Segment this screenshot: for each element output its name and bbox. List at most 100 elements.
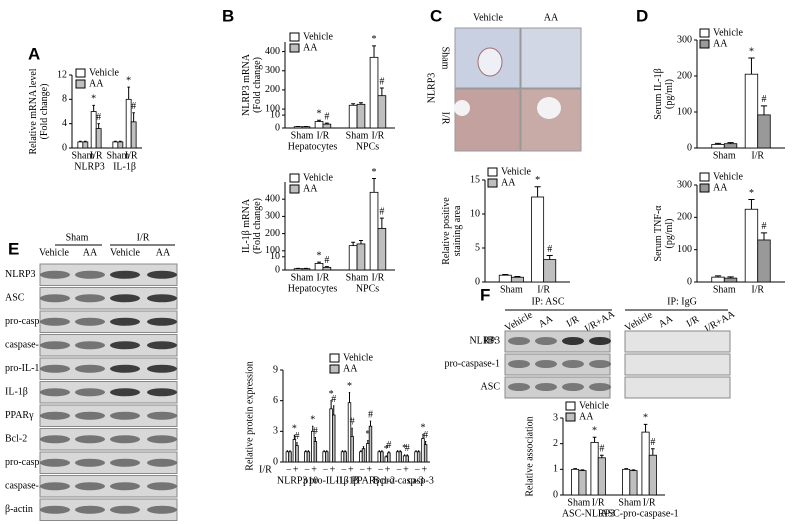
marker-label: NLRP3 <box>426 73 437 104</box>
blot-band <box>562 383 584 391</box>
ihc-image <box>454 88 521 152</box>
x-tick-label: I/R <box>751 284 764 295</box>
x-tick-label: − <box>415 464 421 475</box>
y-tick-label: 0 <box>275 264 280 275</box>
bar <box>398 451 402 463</box>
bar <box>369 56 379 129</box>
lane-label: Vehicle <box>503 309 535 334</box>
legend-label: AA <box>343 363 358 374</box>
x-tick-label: I/R <box>372 272 385 283</box>
y-tick-label: 100 <box>677 244 692 255</box>
error-bar <box>323 450 325 452</box>
error-bar <box>714 275 722 278</box>
y-tick-label: 300 <box>677 179 692 190</box>
significance: * <box>317 250 322 261</box>
blot-row-label: pro-IL-1β <box>5 363 45 374</box>
bar <box>641 431 650 496</box>
y-axis-label: Relative association <box>524 416 535 496</box>
bar <box>757 114 771 149</box>
group-label: Sham <box>66 232 89 243</box>
panel-label: C <box>430 6 442 25</box>
bar <box>306 451 311 463</box>
blot-band <box>40 411 70 420</box>
error-bar <box>502 274 509 276</box>
blot-band <box>40 294 70 303</box>
error-bar <box>348 391 351 403</box>
legend-label: AA <box>89 78 104 89</box>
y-tick-label: 10 <box>270 251 280 262</box>
error-bar <box>379 217 384 229</box>
column-label: AA <box>83 247 98 258</box>
error-bar <box>119 140 122 142</box>
legend-swatch <box>699 39 710 49</box>
blot-row-label: PPARγ <box>5 410 34 421</box>
error-bar <box>381 450 383 452</box>
y-tick-label: 4 <box>62 118 67 129</box>
error-bar <box>330 400 332 409</box>
error-bar <box>417 450 420 452</box>
bar <box>510 276 524 283</box>
y-axis-label: staining area <box>452 205 463 256</box>
group-label: casp-3 <box>408 475 434 486</box>
error-bar <box>296 442 298 446</box>
blot-band <box>75 458 105 467</box>
significance: * <box>592 426 597 437</box>
blot-band <box>147 388 177 397</box>
error-bar <box>333 405 335 415</box>
error-bar <box>127 86 130 100</box>
lane-label: Vehicle <box>623 309 655 334</box>
legend-swatch <box>699 28 710 38</box>
bar <box>361 448 366 463</box>
y-tick-label: 200 <box>677 212 692 223</box>
y-tick-label: 0 <box>687 142 692 153</box>
error-bar <box>631 469 636 471</box>
legend-label: AA <box>579 411 594 422</box>
significance: # <box>96 112 101 123</box>
significance: * <box>317 109 322 120</box>
bar <box>295 445 299 463</box>
bar <box>322 266 332 271</box>
significance: # <box>423 430 428 441</box>
error-bar <box>727 142 734 144</box>
bar <box>314 262 324 271</box>
legend-label: Vehicle <box>343 352 374 363</box>
x-tick-label: − <box>378 464 384 475</box>
error-bar <box>592 436 597 443</box>
blot-band <box>508 383 530 391</box>
error-bar <box>406 454 408 456</box>
bar <box>423 444 428 463</box>
legend-label: AA <box>303 42 318 53</box>
error-bar <box>362 446 365 449</box>
significance: # <box>379 206 384 217</box>
error-bar <box>317 119 321 122</box>
blot-band <box>75 317 105 326</box>
bar <box>314 121 324 129</box>
error-bar <box>714 142 722 145</box>
error-bar <box>403 454 406 456</box>
error-bar <box>114 140 117 142</box>
error-bar <box>360 450 362 452</box>
group-label: Hepatocytes <box>288 141 338 152</box>
blot-band <box>40 458 70 467</box>
vessel <box>454 100 470 116</box>
y-tick-label: 0 <box>687 276 692 287</box>
ip-label: IP: ASC <box>531 296 564 307</box>
y-tick-label: 2 <box>553 438 558 449</box>
x-tick-label: + <box>421 464 427 475</box>
error-bar <box>422 433 424 439</box>
bar <box>130 121 137 149</box>
group-label: IL-1β <box>113 161 136 172</box>
significance: # <box>599 444 604 455</box>
y-axis-label: (pg/ml) <box>664 219 675 249</box>
y-axis-label: Relative protein expression <box>244 361 255 470</box>
group-label: IL-1β <box>336 475 359 486</box>
error-bar <box>289 450 291 452</box>
significance: # <box>324 255 329 266</box>
y-tick-label: 300 <box>265 65 280 76</box>
legend-label: Vehicle <box>501 166 532 177</box>
y-tick-label: 100 <box>265 245 280 256</box>
blot-band <box>589 383 611 391</box>
significance: * <box>310 415 315 426</box>
error-bar <box>379 87 384 96</box>
blot-band <box>75 435 105 444</box>
